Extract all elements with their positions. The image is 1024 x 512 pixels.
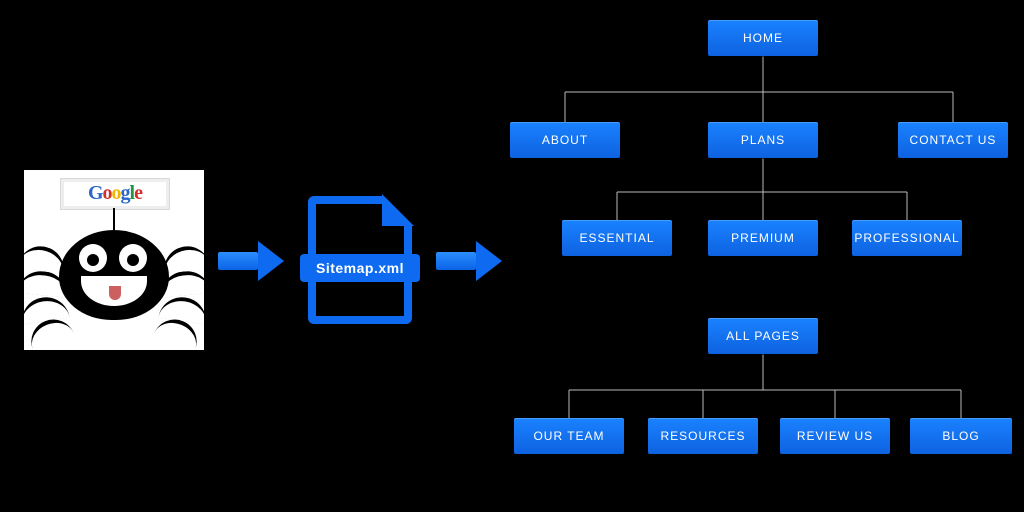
arrow-right-icon (218, 246, 288, 276)
google-letter: G (88, 182, 103, 204)
sitemap-node-contact: CONTACT US (898, 122, 1008, 158)
sitemap-node-home: HOME (708, 20, 818, 56)
sitemap-node-allpages: ALL PAGES (708, 318, 818, 354)
diagram-stage: { "background_color": "#000000", "accent… (0, 0, 1024, 512)
spider-body (59, 230, 169, 320)
google-logo: Google (60, 178, 170, 210)
spider-mouth (81, 276, 147, 306)
sitemap-node-reviewus: REVIEW US (780, 418, 890, 454)
google-letter: o (103, 182, 112, 204)
google-crawler-illustration: Google (24, 170, 204, 350)
sitemap-node-professional: PROFESSIONAL (852, 220, 962, 256)
sitemap-tree: HOME ABOUT PLANS CONTACT US ESSENTIAL PREMIUM… (480, 10, 1020, 490)
sitemap-node-essential: ESSENTIAL (562, 220, 672, 256)
sitemap-file-label: Sitemap.xml (300, 254, 420, 282)
sitemap-node-resources: RESOURCES (648, 418, 758, 454)
google-letter: o (112, 182, 121, 204)
sitemap-node-ourteam: OUR TEAM (514, 418, 624, 454)
sign-pole (113, 208, 115, 230)
sitemap-node-premium: PREMIUM (708, 220, 818, 256)
google-letter: e (134, 182, 142, 204)
spider-leg (19, 294, 70, 324)
spider-eye (79, 244, 107, 272)
sitemap-node-blog: BLOG (910, 418, 1012, 454)
spider-eye (119, 244, 147, 272)
sitemap-file-icon: Sitemap.xml (300, 190, 420, 330)
google-letter: g (121, 182, 130, 204)
sitemap-node-plans: PLANS (708, 122, 818, 158)
sitemap-node-about: ABOUT (510, 122, 620, 158)
